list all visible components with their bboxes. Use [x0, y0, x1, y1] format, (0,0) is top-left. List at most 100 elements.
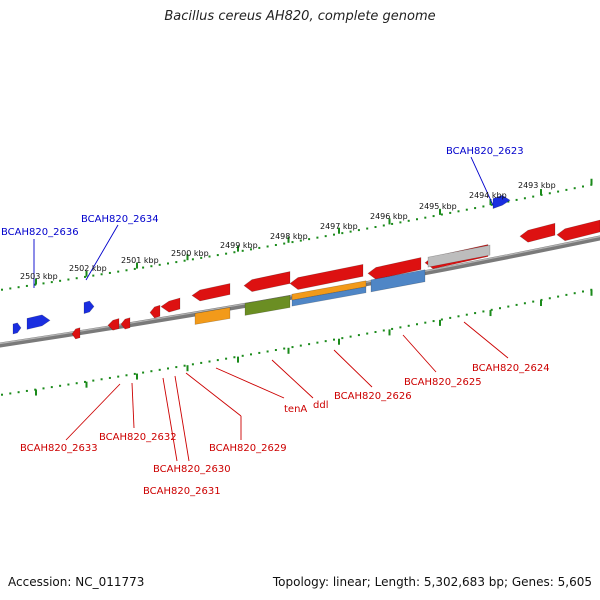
scale-dot	[474, 207, 477, 210]
scale-dot	[582, 185, 584, 188]
leader-line	[85, 224, 119, 281]
gene-arrow	[83, 300, 95, 314]
scale-dot	[84, 380, 86, 383]
scale-dot	[424, 216, 427, 219]
scale-dot	[50, 281, 53, 284]
gene-domain-bar	[427, 244, 491, 268]
scale-major-tick	[237, 245, 239, 252]
gene-arrow	[243, 271, 291, 292]
scale-dot	[324, 235, 327, 238]
gene-domain-bar	[194, 307, 231, 325]
scale-dot	[75, 277, 78, 280]
leader-line	[215, 367, 285, 399]
scale-dot	[75, 382, 78, 385]
gene-label: BCAH820_2629	[209, 443, 287, 454]
scale-dot	[308, 343, 311, 346]
scale-dot	[540, 298, 543, 301]
scale-dot	[250, 353, 252, 356]
scale-dot	[432, 215, 435, 218]
gene-arrow	[289, 263, 364, 290]
scale-dot	[399, 221, 402, 224]
scale-dot	[59, 279, 62, 282]
scale-dot	[191, 258, 194, 261]
scale-major-tick	[136, 262, 138, 269]
scale-dot	[158, 263, 161, 266]
scale-dot	[241, 249, 244, 252]
scale-dot	[357, 334, 360, 337]
scale-dot	[108, 376, 111, 379]
gene-label: BCAH820_2636	[1, 227, 79, 238]
scale-major-tick	[35, 389, 37, 396]
scale-dot	[283, 347, 286, 350]
scale-dot	[465, 208, 468, 211]
scale-dot	[125, 269, 128, 272]
scale-dot	[515, 303, 518, 306]
scale-dot	[274, 349, 277, 352]
gene-domain-bar	[291, 280, 367, 301]
scale-major-tick	[489, 310, 492, 317]
scale-dot	[225, 252, 228, 255]
scale-major-tick	[85, 381, 88, 388]
scale-dot	[490, 308, 493, 311]
scale-dot	[208, 255, 211, 258]
scale-major-tick	[338, 338, 340, 345]
gene-label: BCAH820_2634	[81, 214, 159, 225]
gene-label: tenA	[284, 404, 307, 415]
gene-arrow	[519, 222, 556, 243]
scale-dot	[582, 290, 584, 293]
scale-dot	[424, 321, 427, 324]
gene-arrow	[71, 327, 81, 340]
gene-arrow	[556, 219, 600, 242]
scale-dot	[465, 313, 468, 316]
scale-dot	[341, 232, 344, 235]
scale-dot	[382, 224, 385, 227]
scale-major-tick	[85, 270, 88, 277]
scale-dot	[482, 310, 485, 313]
scale-dot	[233, 251, 236, 254]
scale-dot	[548, 297, 551, 300]
scale-dot	[175, 261, 178, 264]
scale-major-tick	[186, 254, 189, 261]
scale-major-tick	[590, 289, 593, 296]
scale-dot	[357, 229, 360, 232]
scale-dot	[67, 383, 70, 386]
scale-dot	[175, 366, 178, 369]
gene-arrow	[191, 283, 231, 302]
scale-dot	[1, 288, 3, 291]
scale-dot	[374, 226, 377, 229]
leader-line	[65, 383, 121, 441]
scale-dot	[25, 389, 28, 392]
gene-label: BCAH820_2632	[99, 432, 177, 443]
scale-dot	[266, 350, 269, 353]
scale-dot	[25, 284, 28, 287]
scale-dot	[142, 266, 145, 269]
scale-dot	[92, 379, 95, 382]
scale-tick-label: 2500 kbp	[171, 249, 209, 258]
gene-features	[12, 194, 600, 340]
scale-dot	[440, 213, 443, 216]
scale-dot	[92, 274, 95, 277]
scale-dot	[557, 190, 560, 193]
scale-major-tick	[237, 356, 239, 363]
scale-dot	[515, 198, 518, 201]
scale-dot	[150, 370, 153, 373]
leader-line	[162, 377, 178, 462]
label-leader-lines	[33, 156, 509, 462]
gene-label: BCAH820_2630	[153, 464, 231, 475]
scale-dot	[291, 241, 294, 244]
gene-domain-bar	[291, 286, 367, 307]
genome-summary: Topology: linear; Length: 5,302,683 bp; …	[272, 575, 592, 589]
scale-dot	[557, 295, 560, 298]
leader-line	[333, 349, 373, 388]
scale-dot	[150, 265, 153, 268]
scale-dot	[457, 315, 460, 318]
scale-dot	[167, 262, 169, 265]
scale-major-tick	[186, 365, 189, 372]
scale-dot	[117, 270, 120, 273]
scale-dot	[59, 384, 62, 387]
scale-major-tick	[590, 178, 593, 185]
backbone-highlight	[0, 235, 600, 345]
scale-dot	[366, 227, 369, 230]
scale-dot	[474, 312, 477, 315]
